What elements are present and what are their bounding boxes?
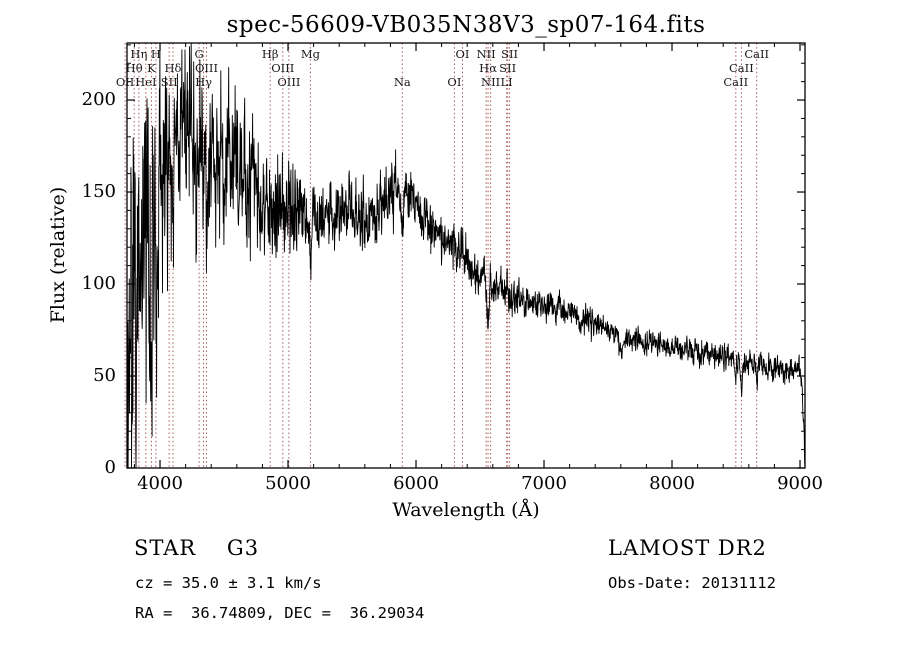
spectral-line-label: OI — [455, 47, 470, 61]
spectral-line-label: Mg — [300, 47, 320, 61]
spectral-line-label: SII — [160, 75, 178, 89]
spectral-line-label: Hθ — [125, 61, 143, 75]
y-tick-label: 50 — [93, 365, 116, 387]
survey-label: LAMOST DR2 — [608, 536, 767, 560]
x-tick-label: 7000 — [521, 473, 567, 494]
spectral-line-label: OII — [115, 75, 135, 89]
cz-label: cz = 35.0 ± 3.1 km/s — [135, 574, 322, 592]
spectral-line-label: Hη — [130, 47, 148, 61]
spectral-line-label: K — [147, 61, 156, 75]
y-tick-label: 100 — [81, 273, 116, 295]
plot-title: spec-56609-VB035N38V3_sp07-164.fits — [226, 12, 706, 38]
spectral-line-label: Hβ — [261, 47, 279, 61]
x-axis-label: Wavelength (Å) — [392, 499, 540, 521]
spectral-line-label: NII — [476, 47, 496, 61]
spectral-line-label: Hδ — [164, 61, 182, 75]
spectral-line-label: OIII — [194, 61, 219, 75]
radec-label: RA = 36.74809, DEC = 36.29034 — [135, 604, 425, 622]
x-tick-label: 9000 — [777, 473, 823, 494]
spectral-line-label: SII — [501, 47, 519, 61]
spectral-line-label: OI — [447, 75, 462, 89]
spectral-line-label: CaII — [723, 75, 749, 89]
x-tick-label: 5000 — [265, 473, 311, 494]
spectral-line-label: H — [150, 47, 161, 61]
spectrum-line — [126, 42, 806, 469]
obs-date-label: Obs-Date: 20131112 — [608, 574, 776, 592]
spectral-line-label: NII — [481, 75, 501, 89]
x-tick-label: 4000 — [137, 473, 183, 494]
spectral-line-label: Hα — [479, 61, 497, 75]
object-class-label: STAR G3 — [134, 536, 260, 560]
spectral-line-label: OIII — [271, 61, 295, 75]
spectral-line-label: SII — [499, 61, 517, 75]
y-tick-label: 150 — [81, 181, 116, 203]
spectral-line-label: Na — [393, 75, 411, 89]
x-tick-label: 8000 — [649, 473, 695, 494]
y-tick-label: 0 — [104, 457, 116, 479]
x-tick-label: 6000 — [393, 473, 439, 494]
y-tick-label: 200 — [81, 89, 116, 111]
y-axis-label: Flux (relative) — [47, 186, 69, 324]
spectral-line-label: Hγ — [195, 75, 212, 89]
plot-frame — [126, 42, 806, 469]
spectral-line-label: CaII — [729, 61, 754, 75]
spectral-line-label: OIII — [277, 75, 301, 89]
spectral-line-label: G — [194, 47, 204, 61]
spectral-line-label: LI — [500, 75, 513, 89]
spectral-line-label: CaII — [744, 47, 770, 61]
spectral-line-label: HeI — [135, 75, 157, 89]
